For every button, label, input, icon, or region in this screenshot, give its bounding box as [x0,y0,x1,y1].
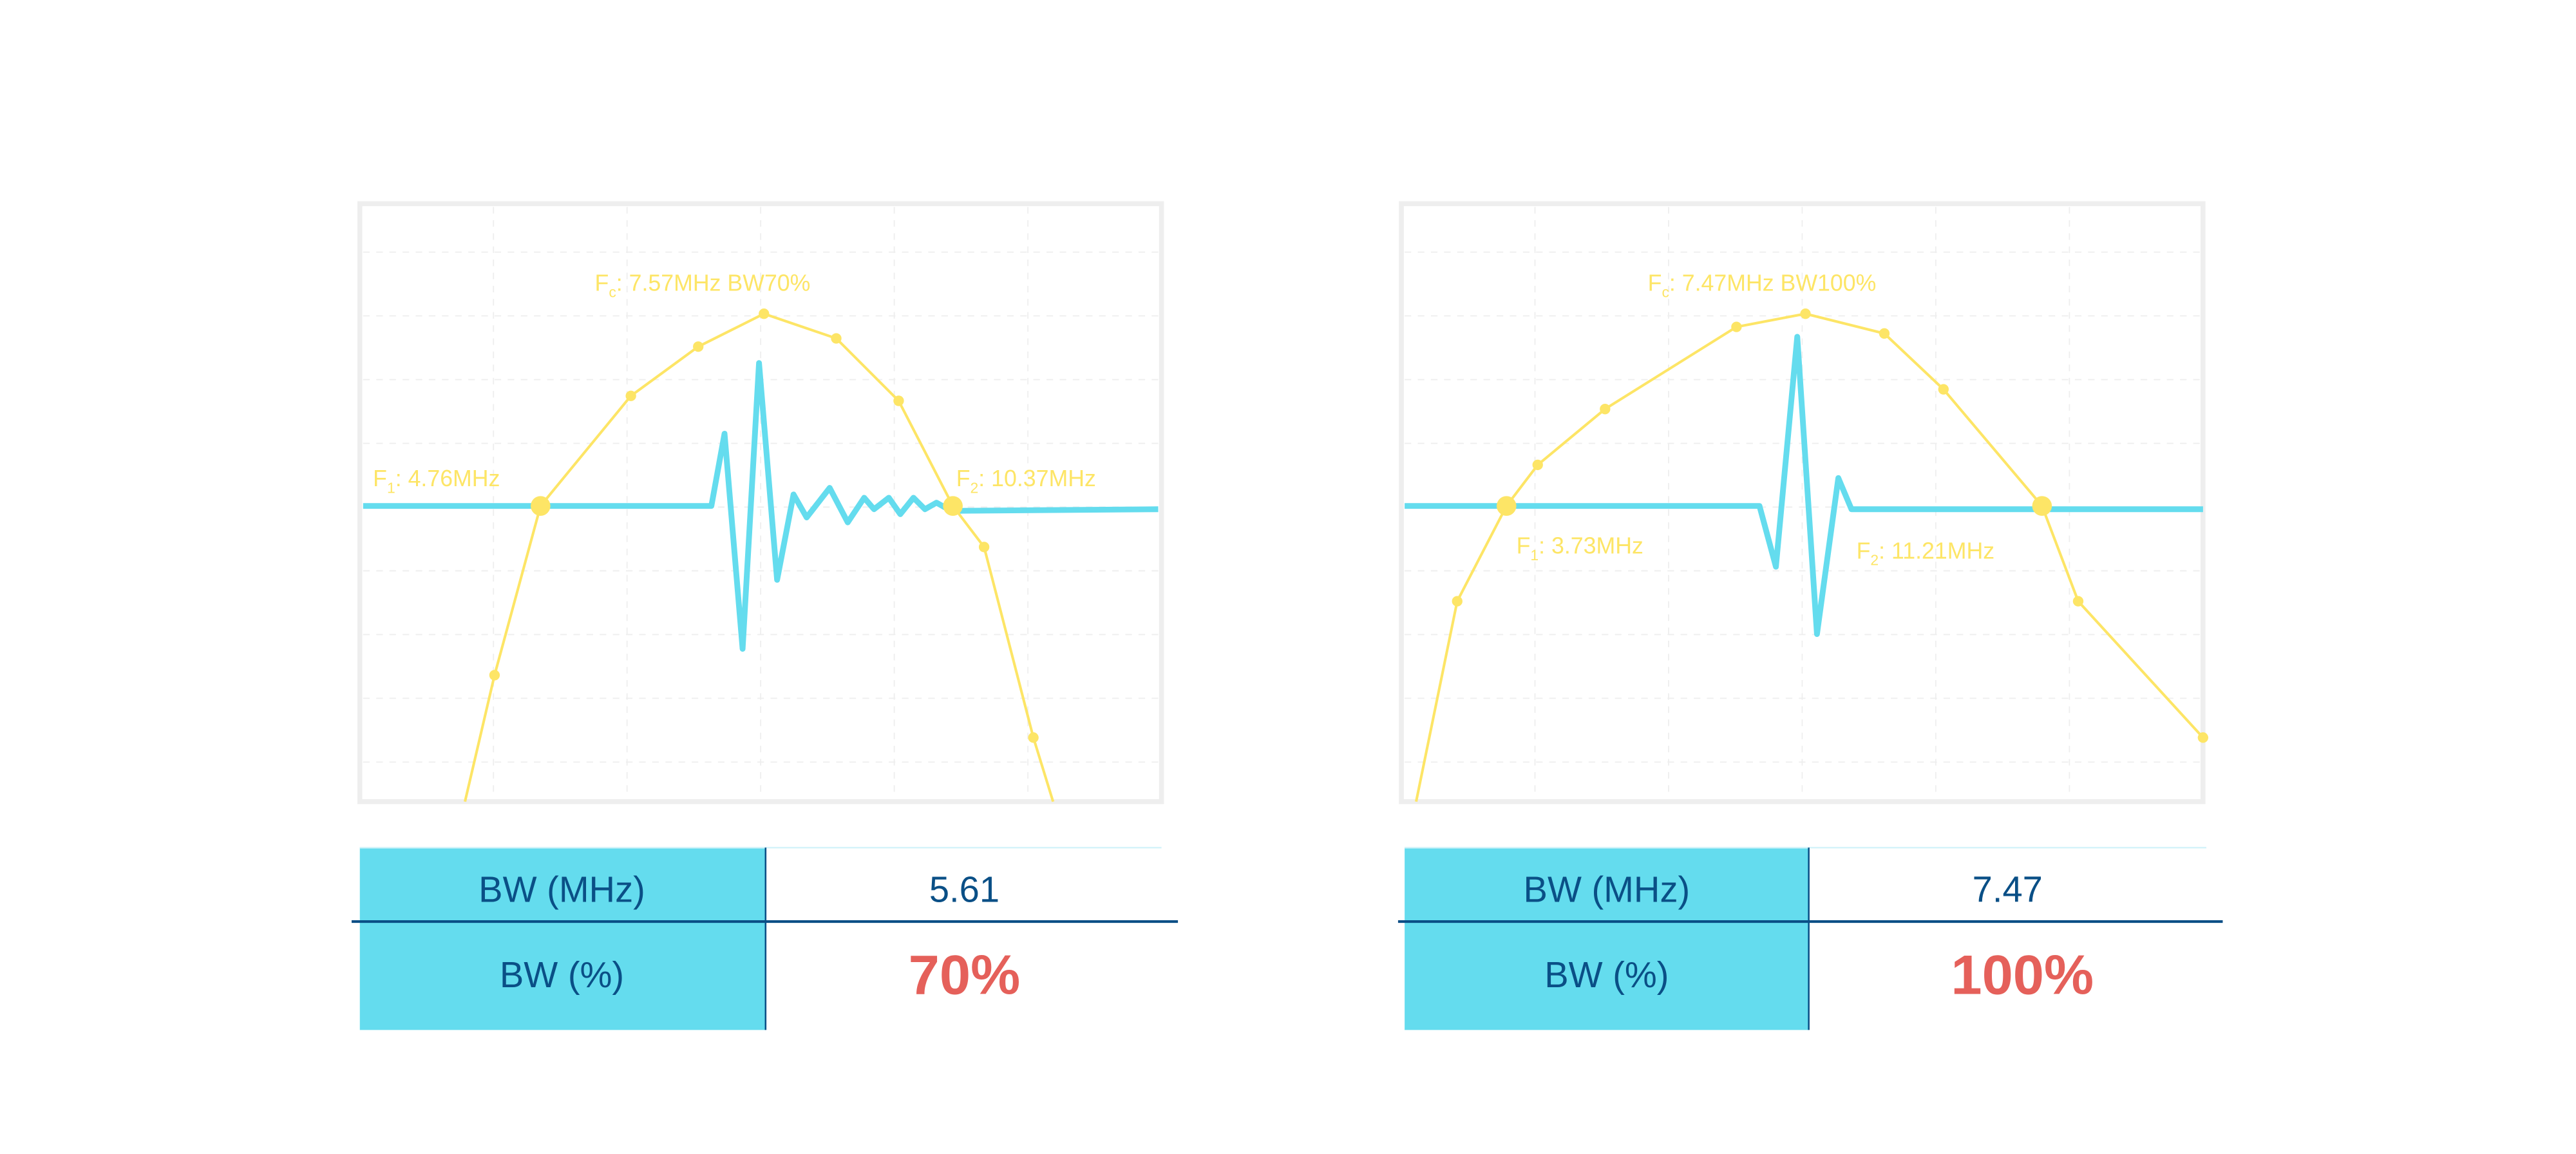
spectrum-point [625,390,636,401]
spectrum-point [693,341,704,352]
spectrum-point [2197,732,2209,743]
cutoff-frequency-marker [943,496,963,516]
row-label-bw-percent: BW (%) [1544,954,1669,995]
pulse-waveform [1405,334,2203,638]
panel-100: Fc: 7.47MHz BW100% F1: 3.73MHz F2: 11.21… [1397,201,2223,1030]
value-bw-mhz: 5.61 [929,869,999,909]
spectrum-curve [464,312,1055,802]
spectrum-point [1879,328,1890,339]
spectrum-point [2072,596,2084,607]
cutoff-frequency-marker [531,496,551,516]
spectrum-point [1800,308,1811,319]
center-frequency-label: Fc: 7.57MHz BW70% [595,270,811,301]
f2-label: F2: 10.37MHz [956,466,1096,496]
f1-label: F1: 3.73MHz [1517,533,1643,563]
value-bw-percent: 100% [1951,943,2094,1006]
f2-label: F2: 11.21MHz [1857,538,1994,568]
spectrum-points [489,308,1039,743]
spectrum-curve [1414,312,2204,802]
spectrum-point [831,333,842,344]
bandwidth-table: BW (MHz) 5.61 BW (%) 70% [351,846,1179,1030]
spectrum-point [489,670,500,681]
spectrum-point [1532,459,1543,471]
spectrum-point [1938,384,1949,395]
spectrum-point [1600,404,1611,415]
spectrum-point [1731,321,1742,332]
spectrum-point [978,542,990,553]
table-header-cell [359,847,766,1030]
spectrum-point [1452,596,1463,607]
table-header-cell [1405,847,1809,1030]
value-bw-percent: 70% [909,943,1021,1006]
spectrum-point [759,308,770,319]
row-label-bw-percent: BW (%) [500,954,624,995]
bandwidth-table: BW (MHz) 7.47 BW (%) 100% [1397,846,2223,1030]
panel-70: Fc: 7.57MHz BW70% F1: 4.76MHz F2: 10.37M… [351,201,1179,1030]
value-bw-mhz: 7.47 [1973,869,2043,909]
spectrum-points [1452,308,2209,743]
spectrum-point [1028,732,1039,743]
cutoff-frequency-marker [1496,496,1517,516]
row-label-bw-mhz: BW (MHz) [1524,869,1690,909]
row-label-bw-mhz: BW (MHz) [478,869,645,909]
center-frequency-label: Fc: 7.47MHz BW100% [1648,270,1877,301]
f1-label: F1: 4.76MHz [373,466,500,496]
spectrum-point [893,395,904,406]
pulse-waveform [363,360,1159,652]
cutoff-frequency-marker [2032,496,2052,516]
